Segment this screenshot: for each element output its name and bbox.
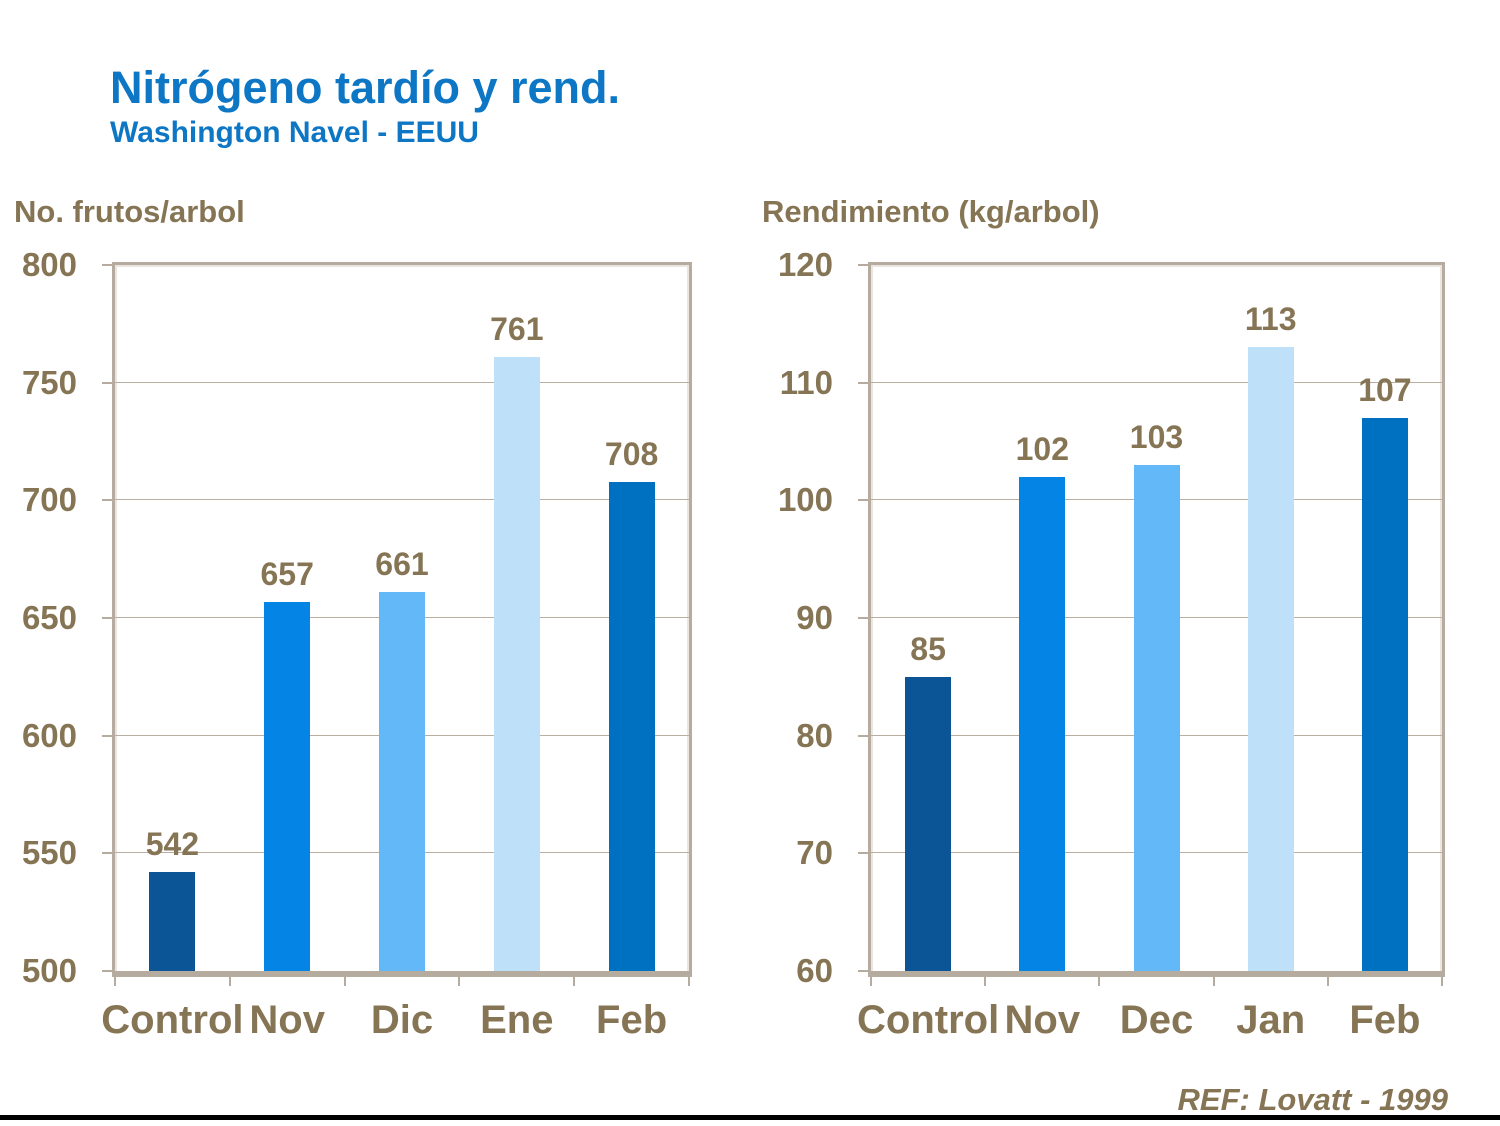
x-axis-line bbox=[112, 971, 692, 977]
y-axis-tick-label: 100 bbox=[777, 481, 833, 519]
x-category-label: Nov bbox=[249, 998, 325, 1042]
bar bbox=[493, 356, 540, 971]
x-tick-mark bbox=[458, 977, 461, 986]
fruits-per-tree-chart: 500 550 600 650 700 750 800 542 Control 657 Nov 661… bbox=[22, 248, 692, 1041]
reference-citation: REF: Lovatt - 1999 bbox=[1177, 1082, 1448, 1117]
bar-value-label: 113 bbox=[1244, 301, 1297, 338]
y-tick-mark bbox=[858, 499, 871, 502]
bar bbox=[608, 481, 655, 971]
y-tick-mark bbox=[858, 264, 871, 266]
bar bbox=[264, 601, 311, 971]
y-tick-mark bbox=[858, 852, 871, 855]
y-axis-tick-label: 90 bbox=[796, 599, 833, 636]
x-tick-mark bbox=[1098, 977, 1101, 986]
x-tick-mark bbox=[228, 977, 231, 986]
y-tick-mark bbox=[102, 264, 115, 266]
gridline bbox=[115, 499, 689, 501]
y-axis-tick-label: 550 bbox=[21, 834, 77, 872]
bar bbox=[905, 676, 952, 971]
y-tick-mark bbox=[102, 734, 115, 737]
x-axis-line bbox=[868, 971, 1445, 977]
gridline bbox=[115, 381, 689, 383]
y-tick-mark bbox=[858, 617, 871, 619]
fruits-chart-axis-title: No. frutos/arbol bbox=[14, 194, 245, 229]
bar bbox=[1247, 347, 1294, 971]
y-tick-mark bbox=[102, 381, 115, 384]
y-tick-mark bbox=[102, 499, 115, 502]
bar-value-label: 657 bbox=[260, 555, 314, 592]
yield-chart-axis-title: Rendimiento (kg/arbol) bbox=[762, 194, 1100, 229]
y-axis-tick-label: 650 bbox=[21, 599, 77, 636]
bar-value-label: 102 bbox=[1015, 430, 1069, 467]
bar-value-label: 85 bbox=[910, 630, 946, 667]
x-category-label: Dic bbox=[370, 998, 434, 1042]
bar bbox=[149, 872, 196, 971]
bar bbox=[1133, 465, 1180, 971]
bar bbox=[1361, 417, 1408, 971]
bar bbox=[1019, 476, 1066, 971]
x-tick-mark bbox=[688, 977, 690, 986]
x-category-label: Control bbox=[101, 998, 244, 1042]
y-axis-tick-label: 600 bbox=[21, 716, 77, 754]
x-tick-mark bbox=[343, 977, 346, 986]
x-tick-mark bbox=[573, 977, 576, 986]
y-axis-tick-label: 700 bbox=[21, 481, 77, 519]
bar-value-label: 107 bbox=[1358, 371, 1412, 408]
y-axis-tick-label: 70 bbox=[796, 834, 833, 872]
bar-value-label: 661 bbox=[375, 546, 429, 583]
bar bbox=[379, 592, 425, 971]
y-axis-tick-label: 750 bbox=[21, 363, 77, 401]
x-category-label: Feb bbox=[1349, 998, 1421, 1042]
x-category-label: Dec bbox=[1119, 998, 1194, 1042]
x-category-label: Feb bbox=[596, 998, 668, 1042]
slide-subtitle: Washington Navel - EEUU bbox=[110, 116, 479, 149]
x-category-label: Control bbox=[857, 998, 1000, 1042]
footer-divider-line bbox=[0, 1115, 1500, 1120]
y-tick-mark bbox=[102, 852, 115, 855]
bar-value-label: 708 bbox=[604, 435, 659, 472]
y-tick-mark bbox=[102, 617, 115, 619]
y-axis-tick-label: 120 bbox=[777, 246, 833, 283]
y-axis-tick-label: 110 bbox=[779, 363, 833, 401]
y-axis-tick-label: 800 bbox=[21, 246, 77, 283]
bar-value-label: 103 bbox=[1129, 419, 1184, 456]
y-tick-mark bbox=[102, 970, 115, 972]
x-tick-mark bbox=[114, 977, 116, 986]
y-axis-tick-label: 500 bbox=[21, 952, 77, 989]
x-tick-mark bbox=[870, 977, 872, 986]
y-axis-tick-label: 80 bbox=[796, 716, 833, 754]
yield-per-tree-chart: 60 70 80 90 100 110 120 85 Control 102 Nov 103 Dec 11… bbox=[778, 248, 1445, 1041]
gridline bbox=[871, 381, 1442, 383]
y-tick-mark bbox=[858, 970, 871, 972]
x-category-label: Ene bbox=[480, 998, 554, 1042]
bar-value-label: 761 bbox=[490, 310, 544, 347]
y-tick-mark bbox=[858, 734, 871, 737]
slide-title: Nitrógeno tardío y rend. bbox=[110, 62, 621, 113]
x-tick-mark bbox=[1326, 977, 1329, 986]
y-tick-mark bbox=[858, 381, 871, 384]
y-axis-tick-label: 60 bbox=[796, 952, 833, 989]
x-tick-mark bbox=[984, 977, 987, 986]
x-tick-mark bbox=[1212, 977, 1215, 986]
x-category-label: Jan bbox=[1236, 998, 1306, 1042]
x-category-label: Nov bbox=[1004, 998, 1081, 1042]
x-tick-mark bbox=[1441, 977, 1443, 986]
bar-value-label: 542 bbox=[145, 826, 200, 863]
